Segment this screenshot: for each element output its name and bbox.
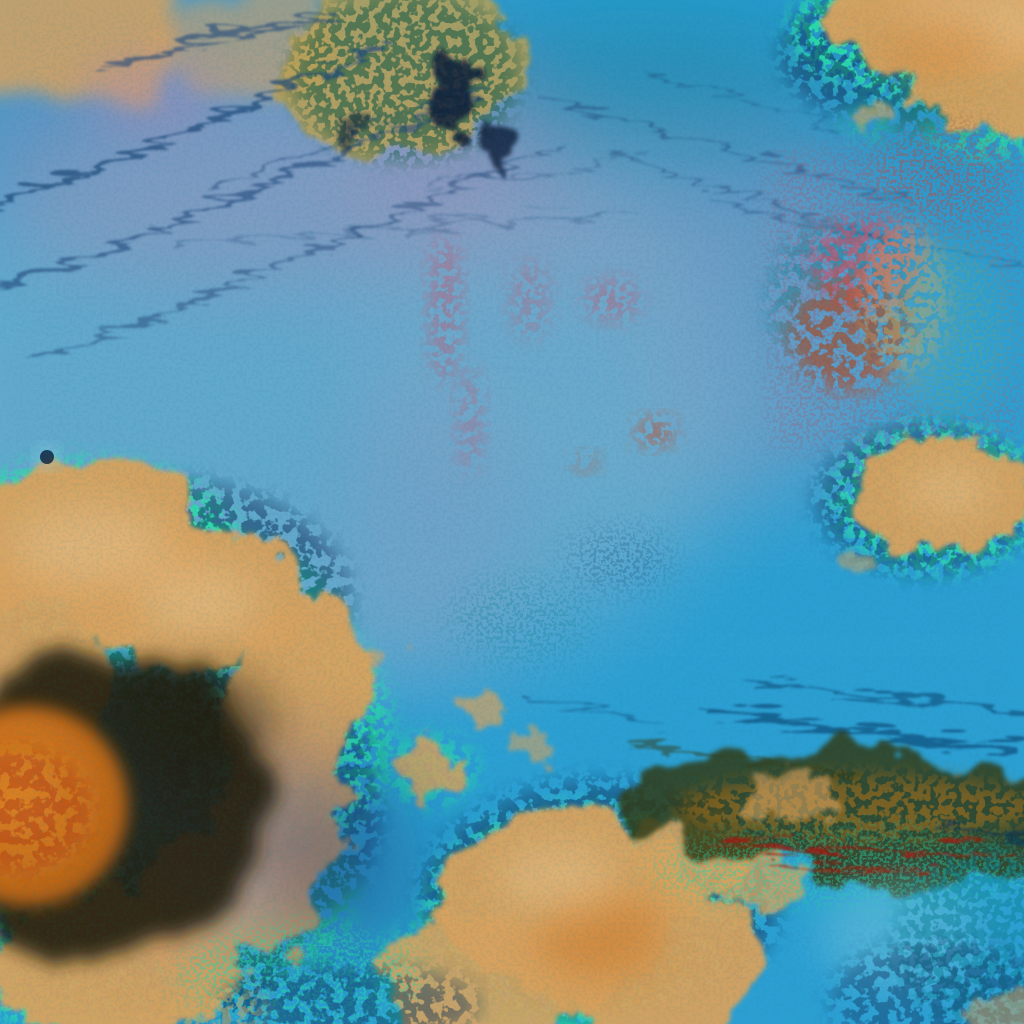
satellite-image <box>0 0 1024 1024</box>
grain-overlay <box>0 0 1024 1024</box>
satellite-image-canvas <box>0 0 1024 1024</box>
